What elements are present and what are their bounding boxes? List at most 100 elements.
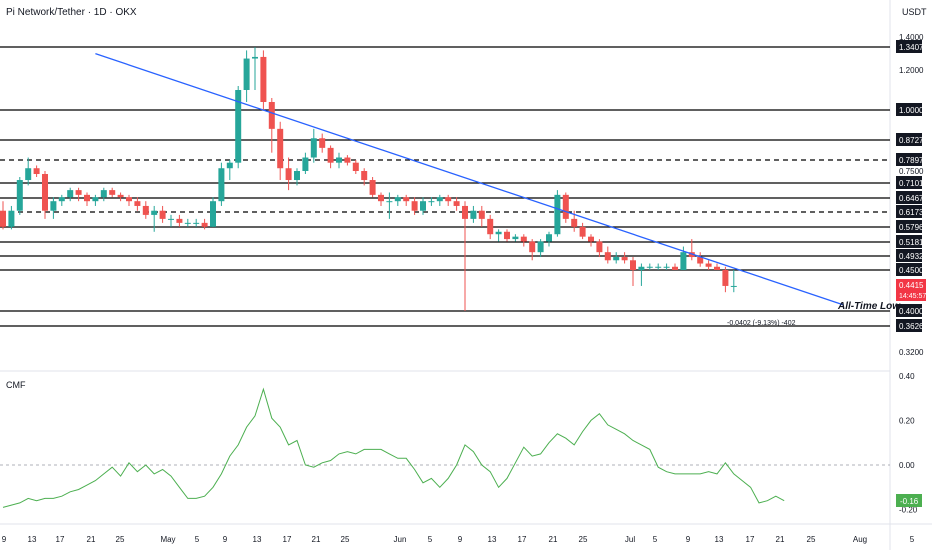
cmf-title: CMF bbox=[6, 380, 26, 390]
candle-body bbox=[176, 218, 183, 223]
candle-body bbox=[8, 210, 15, 227]
price-tick-label: 0.7500 bbox=[899, 167, 924, 176]
time-tick-label: 13 bbox=[488, 535, 497, 544]
level-label-bg bbox=[896, 205, 922, 218]
candle-body bbox=[218, 168, 225, 202]
candle-body bbox=[646, 266, 653, 268]
candle-body bbox=[462, 205, 468, 219]
candle-body bbox=[210, 201, 216, 227]
level-label: 0.3626 bbox=[899, 322, 924, 331]
time-tick-label: 5 bbox=[910, 535, 915, 544]
level-label-bg bbox=[896, 235, 922, 248]
candle-body bbox=[638, 266, 645, 270]
candle-body bbox=[16, 180, 23, 211]
candle-body bbox=[294, 171, 300, 181]
candle-body bbox=[285, 168, 292, 181]
candle-body bbox=[613, 257, 620, 261]
time-tick-label: 5 bbox=[428, 535, 433, 544]
level-label-bg bbox=[896, 263, 922, 276]
time-tick-label: 5 bbox=[653, 535, 658, 544]
candle-body bbox=[151, 210, 158, 215]
candle-body bbox=[159, 210, 166, 219]
time-tick-label: 17 bbox=[283, 535, 292, 544]
time-tick-label: 21 bbox=[87, 535, 96, 544]
level-label-bg bbox=[896, 40, 922, 53]
level-label-bg bbox=[896, 103, 922, 116]
candle-body bbox=[58, 197, 65, 202]
level-label-bg bbox=[896, 153, 922, 166]
candle-body bbox=[352, 162, 359, 171]
candle-body bbox=[50, 201, 57, 211]
trendline-layer bbox=[95, 53, 844, 306]
price-tick-label: 1.4000 bbox=[899, 33, 924, 42]
candle-body bbox=[529, 241, 536, 253]
candle-body bbox=[142, 205, 149, 215]
candlestick-series bbox=[0, 47, 737, 311]
candle-body bbox=[302, 157, 309, 171]
price-tick-label: 1.2000 bbox=[899, 66, 924, 75]
level-label-bg bbox=[896, 133, 922, 146]
time-tick-label: Jun bbox=[394, 535, 407, 544]
candle-body bbox=[680, 252, 687, 270]
time-tick-label: 13 bbox=[715, 535, 724, 544]
time-tick-label: 21 bbox=[549, 535, 558, 544]
cmf-tick-label: 0.20 bbox=[899, 416, 915, 425]
candle-body bbox=[67, 190, 74, 198]
candle-body bbox=[33, 168, 40, 175]
candle-body bbox=[453, 201, 460, 206]
cmf-tick-label: 0.40 bbox=[899, 372, 915, 381]
candle-body bbox=[84, 194, 90, 202]
time-tick-label: 9 bbox=[458, 535, 463, 544]
candle-body bbox=[369, 180, 376, 195]
time-tick-label: Aug bbox=[853, 535, 867, 544]
candle-body bbox=[504, 231, 510, 240]
candle-body bbox=[672, 266, 678, 270]
time-tick-label: 17 bbox=[56, 535, 65, 544]
level-label: 0.5181 bbox=[899, 238, 924, 247]
candle-body bbox=[478, 210, 485, 219]
time-tick-label: 25 bbox=[807, 535, 816, 544]
time-tick-label: 13 bbox=[253, 535, 262, 544]
candle-body bbox=[554, 194, 561, 235]
level-label: 0.6173 bbox=[899, 208, 924, 217]
candle-body bbox=[730, 285, 737, 287]
candle-body bbox=[562, 194, 569, 219]
candle-body bbox=[705, 263, 712, 267]
time-tick-label: Jul bbox=[625, 535, 635, 544]
time-tick-label: 25 bbox=[341, 535, 350, 544]
level-label-bg bbox=[896, 191, 922, 204]
all-time-low-annotation: All-Time Low bbox=[837, 301, 901, 312]
candle-body bbox=[697, 257, 704, 264]
candle-body bbox=[546, 234, 552, 242]
level-label-bg bbox=[896, 304, 922, 317]
level-label-bg bbox=[896, 249, 922, 262]
candle-body bbox=[470, 210, 477, 219]
candle-body bbox=[420, 201, 426, 211]
chart-title: Pi Network/Tether · 1D · OKX bbox=[6, 7, 137, 18]
trendline bbox=[95, 53, 844, 306]
time-tick-label: 9 bbox=[223, 535, 228, 544]
time-tick-label: 25 bbox=[579, 535, 588, 544]
candle-body bbox=[655, 266, 662, 268]
candle-body bbox=[445, 197, 452, 202]
level-label-bg bbox=[896, 319, 922, 332]
measure-label: -0.0402 (-9.13%) -402 bbox=[727, 320, 796, 327]
candle-body bbox=[0, 210, 6, 227]
candle-body bbox=[25, 168, 32, 181]
horizontal-levels bbox=[0, 46, 890, 327]
level-label-bg bbox=[896, 220, 922, 233]
candle-body bbox=[436, 197, 443, 202]
level-label: 0.4932 bbox=[899, 252, 924, 261]
candle-body bbox=[663, 266, 670, 268]
candle-body bbox=[109, 190, 116, 195]
level-label: 0.7101 bbox=[899, 179, 924, 188]
level-label: 0.4500 bbox=[899, 266, 924, 275]
candle-body bbox=[714, 266, 720, 270]
price-axis: 1.3407 1.0000 0.8727 0.7897 0.7101 0.6467 0.61… bbox=[896, 33, 924, 515]
candle-body bbox=[386, 201, 393, 203]
candle-body bbox=[184, 222, 191, 224]
cmf-tick-label: -0.20 bbox=[899, 506, 918, 515]
level-label: 0.7897 bbox=[899, 156, 924, 165]
